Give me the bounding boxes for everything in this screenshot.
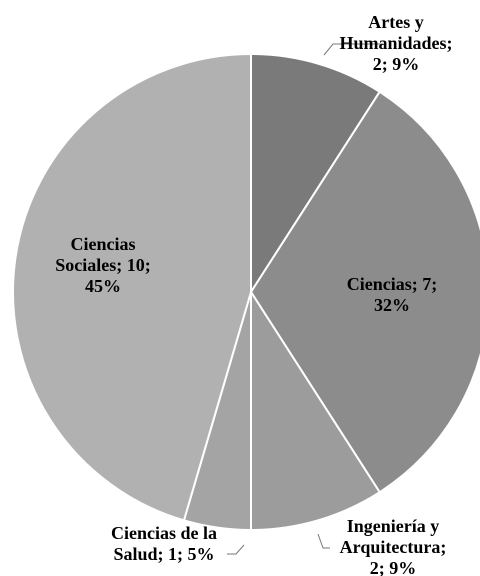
leader-line	[317, 533, 330, 549]
leader-line	[323, 43, 383, 56]
pie-slice-ciencias-sociales	[12, 52, 252, 522]
data-label-line: Ciencias	[71, 234, 136, 254]
data-label-line: Humanidades;	[339, 33, 452, 53]
data-label-line: Sociales; 10;	[55, 255, 150, 275]
data-label: Ingeniería y Arquitectura; 2; 9%	[340, 516, 447, 576]
data-label: Ciencias; 7; 32%	[347, 274, 437, 315]
leader-line	[227, 544, 245, 555]
pie-slice-ciencias	[249, 90, 480, 494]
leader-lines	[227, 43, 383, 555]
data-label-line: Salud; 1; 5%	[113, 544, 214, 564]
data-label-line: Ciencias; 7;	[347, 274, 437, 294]
data-labels: Artes y Humanidades; 2; 9%Ciencias; 7; 32%I…	[55, 12, 452, 576]
data-label-line: Ciencias de la	[111, 523, 217, 543]
data-label-line: Ingeniería y	[347, 516, 440, 536]
data-label-line: 2; 9%	[370, 558, 417, 576]
data-label: Ciencias Sociales; 10; 45%	[55, 234, 150, 296]
data-label-line: 2; 9%	[373, 54, 420, 74]
pie-slice-artes-y-humanidades	[250, 52, 382, 296]
data-label-line: 32%	[374, 295, 410, 315]
data-label-line: 45%	[85, 276, 121, 296]
pie-slice-ingenieria-y-arquitectura	[250, 288, 382, 532]
data-label: Ciencias de la Salud; 1; 5%	[111, 523, 217, 564]
data-label-line: Artes y	[368, 12, 423, 32]
data-label-line: Arquitectura;	[340, 537, 447, 557]
pie-slices	[12, 52, 480, 532]
data-label: Artes y Humanidades; 2; 9%	[339, 12, 452, 74]
